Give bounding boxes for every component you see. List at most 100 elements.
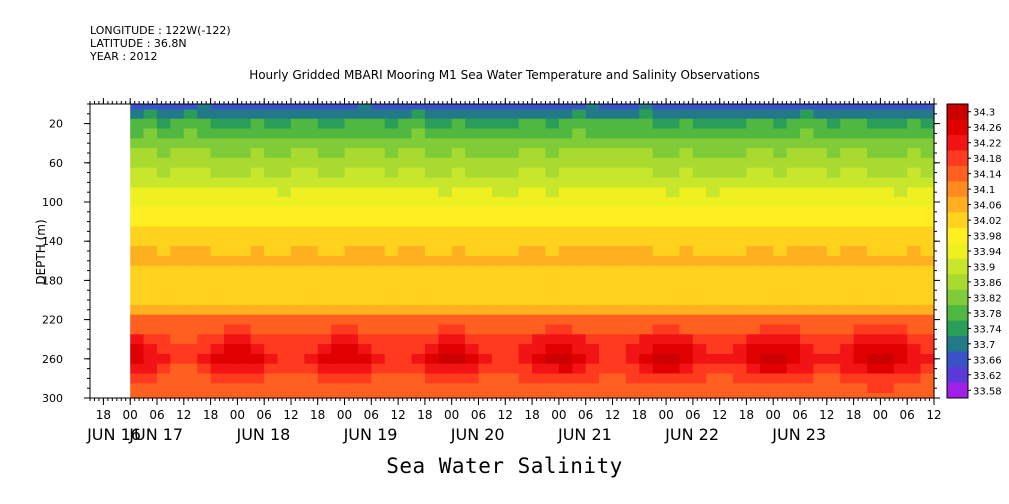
salinity-cell: [652, 334, 667, 345]
salinity-cell: [773, 295, 788, 306]
salinity-cell: [518, 236, 533, 247]
salinity-cell: [264, 108, 279, 120]
salinity-cell: [773, 177, 788, 188]
x-hour-label: 00: [873, 408, 888, 422]
salinity-cell: [411, 334, 426, 345]
salinity-cell: [652, 236, 667, 247]
salinity-cell: [197, 304, 212, 316]
salinity-cell: [733, 148, 748, 159]
salinity-cell: [505, 265, 520, 277]
longitude-label: LONGITUDE : 122W(-122): [90, 24, 231, 37]
salinity-cell: [518, 108, 533, 120]
salinity-cell: [250, 128, 265, 139]
salinity-cell: [304, 104, 319, 110]
salinity-cell: [371, 236, 386, 247]
salinity-cell: [331, 206, 346, 218]
salinity-cell: [424, 275, 439, 286]
salinity-cell: [692, 255, 707, 267]
salinity-cell: [853, 383, 868, 394]
salinity-cell: [223, 255, 238, 267]
salinity-cell: [625, 187, 640, 198]
salinity-cell: [143, 373, 158, 384]
salinity-cell: [451, 344, 466, 355]
salinity-cell: [786, 363, 801, 375]
colorbar-label: 34.06: [973, 201, 1002, 212]
salinity-cell: [197, 138, 212, 149]
salinity-cell: [197, 148, 212, 159]
salinity-cell: [237, 206, 252, 218]
salinity-cell: [317, 118, 332, 130]
salinity-cell: [706, 304, 721, 316]
salinity-cell: [893, 393, 908, 399]
salinity-cell: [920, 353, 935, 365]
salinity-cell: [907, 295, 922, 306]
salinity-cell: [853, 108, 868, 120]
salinity-cell: [813, 226, 828, 237]
salinity-cell: [853, 128, 868, 139]
salinity-cell: [304, 206, 319, 218]
salinity-cell: [773, 104, 788, 110]
salinity-cell: [558, 255, 573, 267]
salinity-cell: [357, 324, 372, 335]
salinity-cell: [183, 128, 198, 139]
salinity-cell: [759, 324, 774, 335]
salinity-cell: [223, 104, 238, 110]
salinity-cell: [532, 304, 547, 316]
salinity-cell: [518, 128, 533, 139]
salinity-field: [130, 104, 935, 399]
salinity-cell: [558, 383, 573, 394]
colorbar-swatch: [947, 351, 968, 368]
salinity-cell: [853, 138, 868, 149]
salinity-cell: [893, 255, 908, 267]
salinity-cell: [880, 167, 895, 179]
salinity-cell: [264, 226, 279, 237]
salinity-cell: [666, 373, 681, 384]
salinity-cell: [599, 265, 614, 277]
salinity-cell: [290, 334, 305, 345]
salinity-cell: [223, 226, 238, 237]
salinity-cell: [518, 383, 533, 394]
x-hour-label: 00: [123, 408, 138, 422]
salinity-cell: [545, 363, 560, 375]
salinity-cell: [156, 118, 171, 130]
salinity-cell: [505, 275, 520, 286]
x-day-label: JUN 21: [557, 425, 612, 444]
salinity-cell: [585, 216, 600, 228]
salinity-cell: [612, 304, 627, 316]
salinity-cell: [384, 255, 399, 267]
salinity-cell: [558, 157, 573, 169]
salinity-cell: [612, 314, 627, 326]
salinity-cell: [290, 246, 305, 257]
salinity-cell: [773, 285, 788, 296]
y-tick-label: 140: [42, 235, 63, 248]
salinity-cell: [331, 285, 346, 296]
salinity-cell: [250, 363, 265, 375]
salinity-cell: [759, 118, 774, 130]
salinity-cell: [880, 157, 895, 169]
salinity-cell: [143, 246, 158, 257]
salinity-cell: [518, 138, 533, 149]
salinity-cell: [290, 363, 305, 375]
salinity-cell: [545, 393, 560, 399]
salinity-cell: [746, 187, 761, 198]
salinity-cell: [438, 304, 453, 316]
salinity-cell: [223, 108, 238, 120]
salinity-cell: [826, 265, 841, 277]
salinity-cell: [679, 216, 694, 228]
x-hour-label: 00: [230, 408, 245, 422]
salinity-cell: [706, 324, 721, 335]
salinity-cell: [652, 285, 667, 296]
salinity-cell: [465, 138, 480, 149]
salinity-cell: [250, 226, 265, 237]
salinity-cell: [156, 295, 171, 306]
salinity-cell: [840, 157, 855, 169]
salinity-cell: [826, 118, 841, 130]
salinity-cell: [344, 128, 359, 139]
salinity-cell: [920, 167, 935, 179]
salinity-cell: [264, 197, 279, 208]
salinity-cell: [706, 246, 721, 257]
colorbar-swatch: [947, 243, 968, 260]
salinity-cell: [344, 138, 359, 149]
salinity-cell: [733, 285, 748, 296]
x-day-label: JUN 19: [343, 425, 398, 444]
